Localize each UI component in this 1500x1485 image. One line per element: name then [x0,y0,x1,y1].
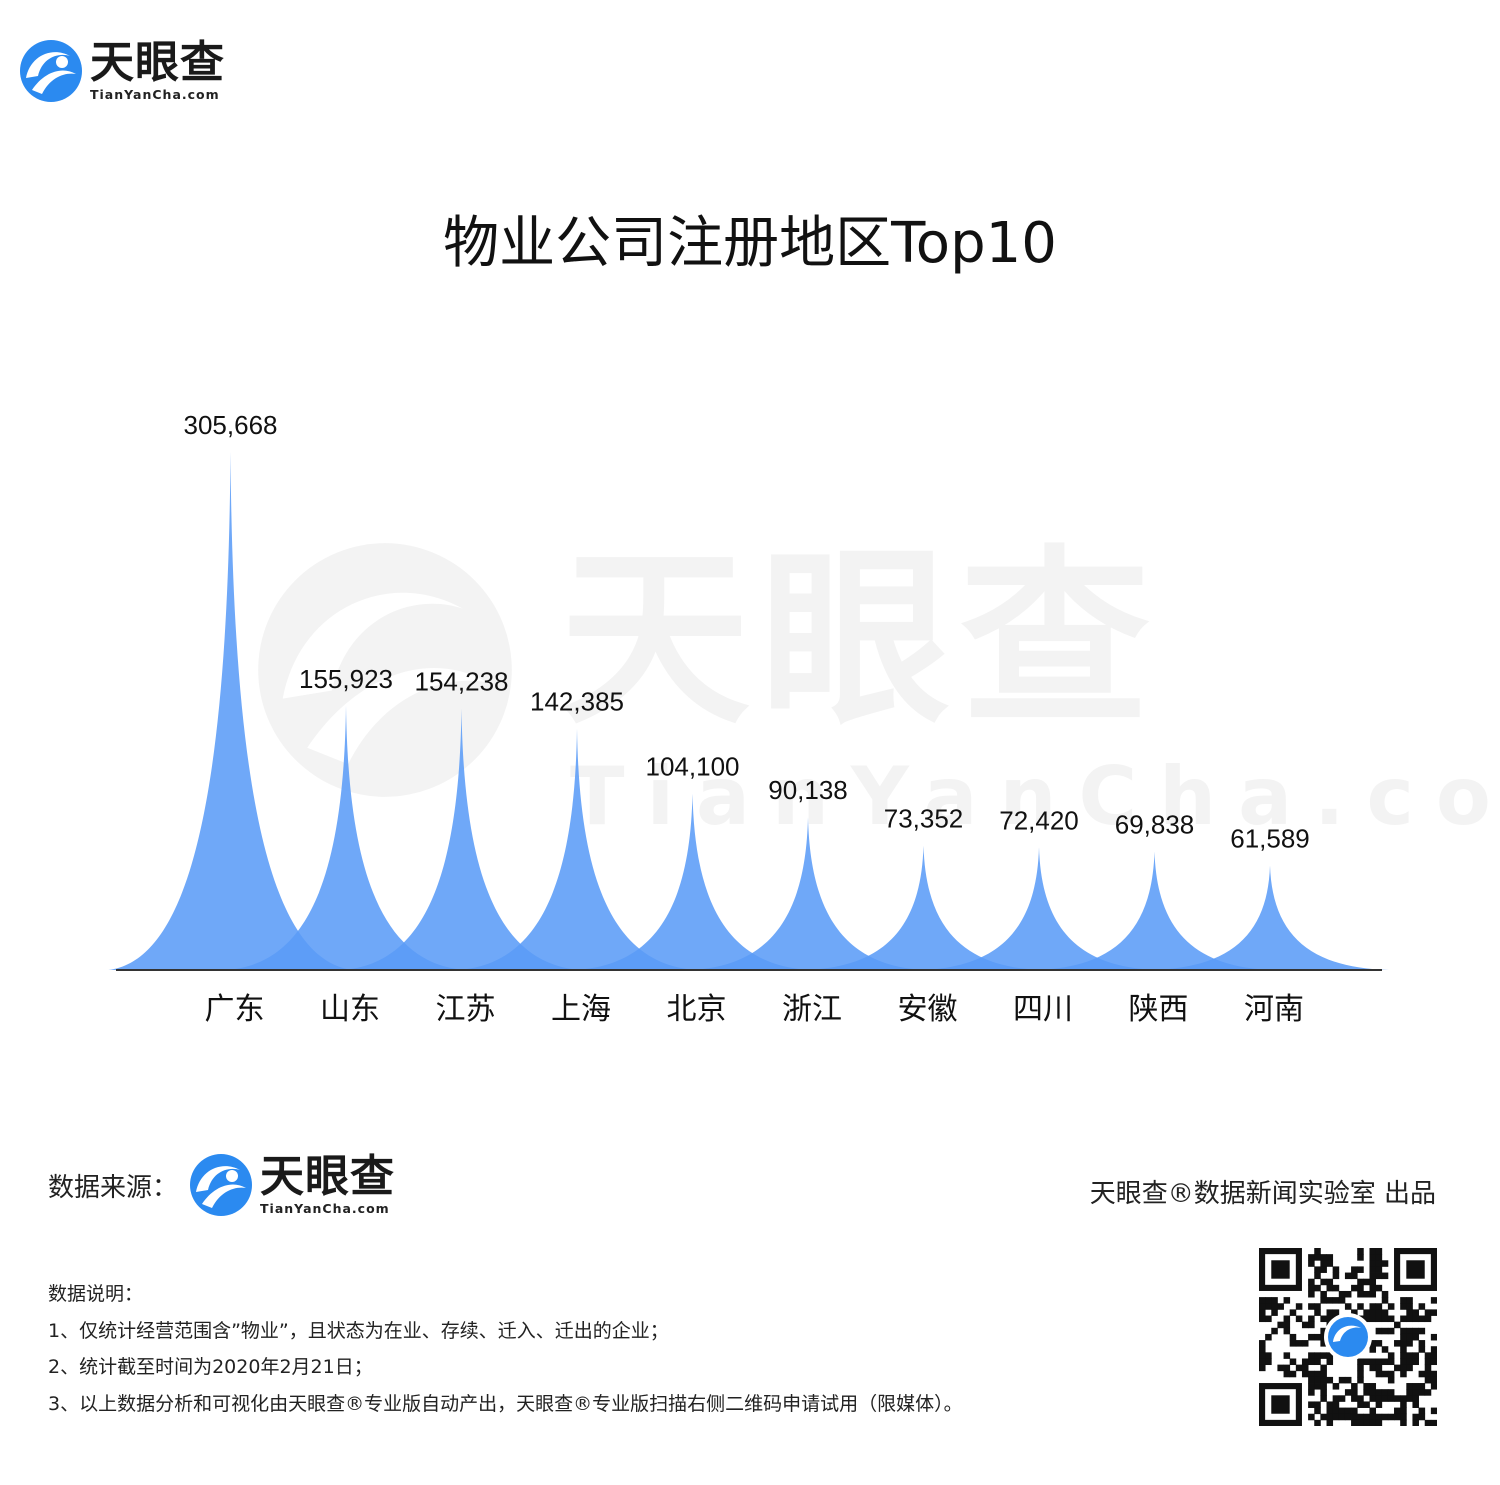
brand-name-cn: 天眼查 [90,36,225,88]
source-row: 数据来源： 天眼查 TianYanCha.com [48,1152,395,1218]
category-label-3: 江苏 [436,992,496,1027]
peak-7 [804,845,1043,970]
chart-title: 物业公司注册地区Top10 [443,211,1057,276]
peak-5 [573,793,812,970]
value-label-10: 61,589 [1230,824,1310,854]
source-brand-name-cn: 天眼查 [260,1150,396,1202]
notes-title: 数据说明： [48,1283,144,1305]
source-brand-name-en: TianYanCha.com [260,1200,390,1216]
publisher-credit: 天眼查®数据新闻实验室 出品 [1089,1179,1436,1209]
value-label-8: 72,420 [999,805,1079,835]
value-label-2: 155,923 [299,664,393,694]
category-label-1: 广东 [205,992,265,1027]
category-label-7: 安徽 [898,992,958,1027]
data-notes: 数据说明： 1、仅统计经营范围含”物业”，且状态为在业、存续、迁入、迁出的企业；… [48,1276,963,1422]
value-label-5: 104,100 [646,752,740,782]
brand-name-en: TianYanCha.com [90,86,220,102]
chart-category-labels: 广东 山东 江苏 上海 北京 浙江 安徽 四川 陕西 河南 [205,992,1305,1027]
peak-9 [1035,851,1274,970]
brand-logo: 天眼查 TianYanCha.com [18,38,225,104]
chart-value-labels: 305,668 155,923 154,238 142,385 104,100 90,13… [184,410,1310,854]
category-label-8: 四川 [1013,992,1073,1027]
spike-chart: 305,668 155,923 154,238 142,385 104,100 90,13… [108,410,1389,1027]
value-label-4: 142,385 [530,687,624,717]
value-label-3: 154,238 [415,667,509,697]
value-label-9: 69,838 [1115,810,1195,840]
brand-eye-icon [20,40,82,102]
note-line-2: 2、统计截至时间为2020年2月21日； [48,1356,373,1378]
chart-peaks [108,452,1389,970]
category-label-9: 陕西 [1129,992,1189,1027]
category-label-5: 北京 [667,992,727,1027]
peak-6 [688,817,928,970]
source-brand-logo: 天眼查 TianYanCha.com [188,1152,395,1218]
source-label: 数据来源： [48,1172,179,1203]
value-label-6: 90,138 [768,775,848,805]
qr-code[interactable] [1259,1248,1437,1426]
peak-2 [225,705,467,970]
category-label-6: 浙江 [782,992,842,1027]
source-brand-eye-icon [190,1154,253,1216]
peak-8 [920,847,1158,970]
peak-4 [457,728,697,970]
category-label-10: 河南 [1244,992,1304,1027]
note-line-1: 1、仅统计经营范围含”物业”，且状态为在业、存续、迁入、迁出的企业； [48,1319,669,1342]
category-label-4: 上海 [551,992,611,1027]
peak-10 [1151,865,1389,970]
peak-1 [108,452,353,970]
peak-3 [341,708,582,970]
category-label-2: 山东 [320,992,380,1027]
value-label-7: 73,352 [884,804,964,834]
note-line-3: 3、以上数据分析和可视化由天眼查®专业版自动产出，天眼查®专业版扫描右侧二维码申… [48,1392,963,1415]
value-label-1: 305,668 [184,410,278,440]
